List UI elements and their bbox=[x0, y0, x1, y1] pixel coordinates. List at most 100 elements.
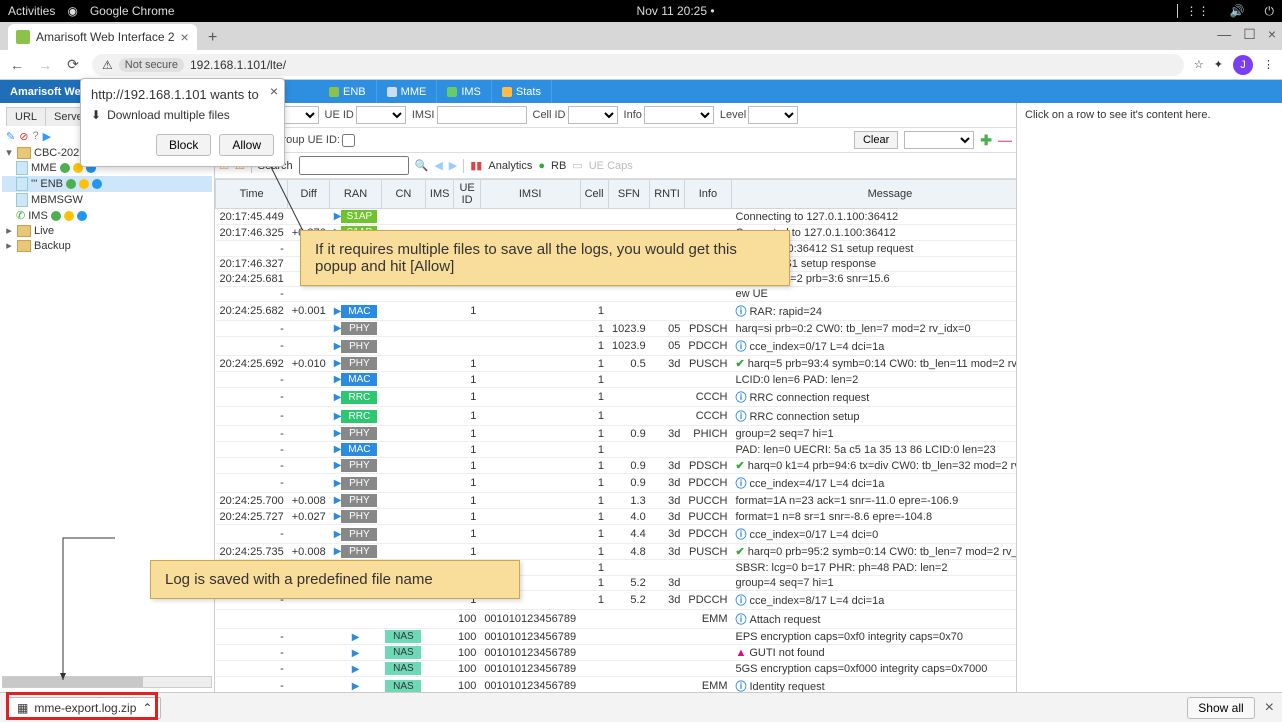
table-row[interactable]: 20:24:25.700+0.008▶PHY111.33dPUCCHformat… bbox=[216, 493, 1017, 509]
table-row[interactable]: -▶PHY110.93dPHICHgroup=2 seq=7 hi=1 bbox=[216, 426, 1017, 442]
tree-enb[interactable]: ''' ENB bbox=[2, 176, 212, 192]
chrome-icon: ◉ bbox=[67, 4, 77, 18]
tree-backup[interactable]: ▸Backup bbox=[2, 238, 212, 253]
tool-play-icon[interactable]: ▶ bbox=[43, 130, 51, 143]
back-icon[interactable]: ← bbox=[8, 57, 26, 73]
add-icon[interactable]: ✚ bbox=[980, 132, 992, 149]
col-info[interactable]: Info bbox=[684, 180, 731, 209]
col-ueid[interactable]: UE ID bbox=[454, 180, 480, 209]
window-min-icon[interactable]: — bbox=[1217, 26, 1231, 43]
col-ran[interactable]: RAN bbox=[330, 180, 382, 209]
col-rnti[interactable]: RNTI bbox=[650, 180, 685, 209]
cellid-select[interactable] bbox=[568, 106, 618, 124]
volume-icon[interactable]: 🔊 bbox=[1230, 4, 1245, 18]
table-row[interactable]: -▶PHY110.93dPDSCH✔harq=0 k1=4 prb=94:6 t… bbox=[216, 458, 1017, 474]
table-row[interactable]: -▶MAC11LCID:0 len=6 PAD: len=2 bbox=[216, 372, 1017, 388]
star-icon[interactable]: ☆ bbox=[1194, 58, 1204, 71]
tab-stats[interactable]: Stats bbox=[492, 80, 552, 103]
tab-enb[interactable]: ENB bbox=[319, 80, 377, 103]
wifi-icon[interactable]: ⋮⋮ bbox=[1186, 4, 1210, 18]
analytics-icon: ▮▮ bbox=[470, 159, 482, 172]
tree-mbmsgw[interactable]: MBMSGW bbox=[2, 192, 212, 208]
table-row[interactable]: -▶RRC11CCCHⓘRRC connection request bbox=[216, 388, 1017, 407]
app-name[interactable]: Google Chrome bbox=[90, 4, 175, 18]
table-row[interactable]: 20:24:25.692+0.010▶PHY110.53dPUSCH✔harq=… bbox=[216, 356, 1017, 372]
prev-icon[interactable]: ◀ bbox=[434, 159, 442, 172]
info-select[interactable] bbox=[644, 106, 714, 124]
binoculars-icon[interactable]: 🔍 bbox=[415, 159, 429, 172]
col-cn[interactable]: CN bbox=[381, 180, 425, 209]
table-row[interactable]: 20:24:25.682+0.001▶MAC11ⓘRAR: rapid=24 bbox=[216, 302, 1017, 321]
avatar[interactable]: J bbox=[1233, 55, 1253, 75]
tree-ims[interactable]: ✆IMS bbox=[2, 208, 212, 223]
table-row[interactable]: -▶PHY110.93dPDCCHⓘcce_index=4/17 L=4 dci… bbox=[216, 474, 1017, 493]
block-button[interactable]: Block bbox=[156, 134, 211, 156]
table-row[interactable]: -ew UE bbox=[216, 287, 1017, 302]
col-time[interactable]: Time bbox=[216, 180, 288, 209]
rb-icon: ● bbox=[538, 160, 545, 172]
col-cell[interactable]: Cell bbox=[580, 180, 608, 209]
extensions-icon[interactable]: ✦ bbox=[1214, 58, 1223, 71]
table-row[interactable]: 20:24:25.727+0.027▶PHY114.03dPUCCHformat… bbox=[216, 509, 1017, 525]
status-dot-icon bbox=[51, 211, 61, 221]
table-row[interactable]: -▶NAS100001010123456789▲GUTI not found bbox=[216, 645, 1017, 661]
search-input[interactable] bbox=[299, 156, 409, 175]
menu-icon[interactable]: ⋮ bbox=[1263, 58, 1274, 71]
activities-label[interactable]: Activities bbox=[8, 4, 55, 18]
popup-perm: Download multiple files bbox=[107, 108, 230, 122]
remove-icon[interactable]: — bbox=[998, 132, 1012, 148]
reload-icon[interactable]: ⟳ bbox=[64, 56, 82, 73]
ims-icon bbox=[447, 87, 457, 97]
col-message[interactable]: Message bbox=[731, 180, 1016, 209]
log-panel: Layer UE ID IMSI Cell ID Info Level 00:0… bbox=[215, 103, 1017, 692]
table-row[interactable]: 20:17:45.449▶S1APConnecting to 127.0.1.1… bbox=[216, 209, 1017, 225]
table-row[interactable]: -▶NAS100001010123456789EMMⓘIdentity requ… bbox=[216, 677, 1017, 693]
browser-tab[interactable]: Amarisoft Web Interface 2 × bbox=[8, 24, 197, 50]
table-row[interactable]: -▶PHY114.43dPDCCHⓘcce_index=0/17 L=4 dci… bbox=[216, 525, 1017, 544]
tab-close-icon[interactable]: × bbox=[181, 29, 189, 45]
popup-close-icon[interactable]: × bbox=[270, 83, 278, 99]
download-bar: ▦ mme-export.log.zip ⌃ Show all × bbox=[0, 692, 1282, 722]
table-row[interactable]: -▶PHY11023.905PDCCHⓘcce_index=0/17 L=4 d… bbox=[216, 337, 1017, 356]
clear-select[interactable] bbox=[904, 131, 974, 149]
col-imsi[interactable]: IMSI bbox=[480, 180, 580, 209]
cellid-label: Cell ID bbox=[533, 109, 566, 121]
clear-button[interactable]: Clear bbox=[854, 131, 898, 149]
system-bar: Activities ◉ Google Chrome Nov 11 20:25 … bbox=[0, 0, 1282, 22]
table-row[interactable]: -▶PHY11023.905PDSCHharq=si prb=0:2 CW0: … bbox=[216, 321, 1017, 337]
subtab-url[interactable]: URL bbox=[6, 107, 46, 126]
tab-ims[interactable]: IMS bbox=[437, 80, 492, 103]
table-row[interactable]: -▶MAC11PAD: len=0 UECRI: 5a c5 1a 35 13 … bbox=[216, 442, 1017, 458]
popup-host: http://192.168.1.101 wants to bbox=[91, 87, 274, 102]
imsi-input[interactable] bbox=[437, 106, 527, 124]
table-row[interactable]: 20:24:25.735+0.008▶PHY114.83dPUSCH✔harq=… bbox=[216, 544, 1017, 560]
table-row[interactable]: -▶RRC11CCCHⓘRRC connection setup bbox=[216, 407, 1017, 426]
folder-icon bbox=[17, 147, 31, 159]
window-max-icon[interactable]: ☐ bbox=[1243, 26, 1256, 43]
show-all-button[interactable]: Show all bbox=[1187, 697, 1254, 719]
tab-mme[interactable]: MME bbox=[377, 80, 438, 103]
table-row[interactable]: -▶NAS100001010123456789EPS encryption ca… bbox=[216, 629, 1017, 645]
ueid-select[interactable] bbox=[356, 106, 406, 124]
doc-icon bbox=[16, 161, 28, 175]
tool-wand-icon[interactable]: ✎ bbox=[6, 130, 15, 143]
mme-icon bbox=[387, 87, 397, 97]
col-sfn[interactable]: SFN bbox=[608, 180, 650, 209]
close-bar-icon[interactable]: × bbox=[1265, 699, 1274, 717]
tool-help-icon[interactable]: ? bbox=[32, 130, 38, 143]
col-diff[interactable]: Diff bbox=[288, 180, 330, 209]
power-icon[interactable]: ⏻ bbox=[1265, 4, 1275, 19]
next-icon[interactable]: ▶ bbox=[449, 159, 457, 172]
allow-button[interactable]: Allow bbox=[219, 134, 274, 156]
table-row[interactable]: 100001010123456789EMMⓘAttach request bbox=[216, 610, 1017, 629]
level-select[interactable] bbox=[748, 106, 798, 124]
table-row[interactable]: -▶NAS1000010101234567895GS encryption ca… bbox=[216, 661, 1017, 677]
tree-live[interactable]: ▸Live bbox=[2, 223, 212, 238]
window-close-icon[interactable]: × bbox=[1268, 26, 1276, 43]
new-tab-button[interactable]: + bbox=[201, 26, 225, 50]
col-ims[interactable]: IMS bbox=[425, 180, 454, 209]
url-box[interactable]: ⚠ Not secure 192.168.1.101/lte/ bbox=[92, 54, 1184, 76]
tool-stop-icon[interactable]: ⊘ bbox=[19, 130, 28, 143]
group-checkbox[interactable] bbox=[342, 134, 355, 147]
sidebar-hscroll[interactable] bbox=[2, 676, 212, 688]
